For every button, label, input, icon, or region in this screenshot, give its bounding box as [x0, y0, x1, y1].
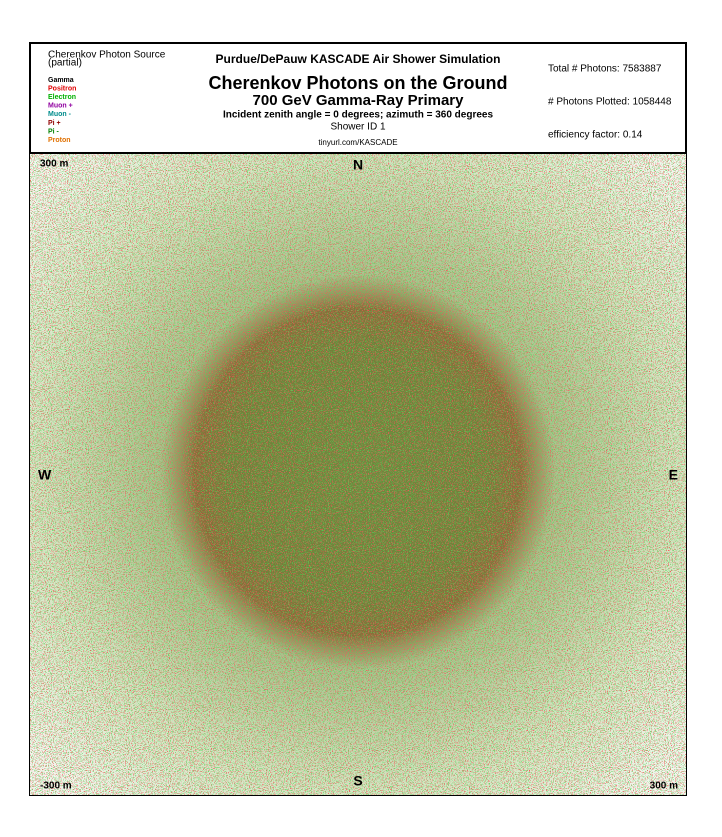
- compass-label: W: [38, 467, 52, 483]
- legend-entry: Proton: [48, 137, 71, 144]
- efficiency: efficiency factor: 0.14: [548, 130, 643, 141]
- legend-title: Cherenkov Photon Source: [48, 50, 166, 61]
- photon-field: [30, 153, 686, 795]
- subtitle: 700 GeV Gamma-Ray Primary: [253, 92, 465, 109]
- url: tinyurl.com/KASCADE: [318, 138, 397, 147]
- legend-entry: Muon +: [48, 103, 73, 110]
- shower-id: Shower ID 1: [330, 122, 385, 133]
- photons-plotted: # Photons Plotted: 1058448: [548, 97, 672, 108]
- title: Cherenkov Photons on the Ground: [208, 73, 507, 93]
- legend-entry: Electron: [48, 94, 76, 101]
- scale-label: -300 m: [40, 781, 72, 792]
- legend-entry: Pi -: [48, 128, 60, 135]
- program: Purdue/DePauw KASCADE Air Shower Simulat…: [216, 52, 501, 66]
- scale-label: 300 m: [40, 159, 68, 170]
- legend-entry: Muon -: [48, 111, 72, 118]
- scale-label: 300 m: [650, 781, 678, 792]
- compass-label: S: [353, 773, 362, 789]
- angles: Incident zenith angle = 0 degrees; azimu…: [223, 110, 494, 121]
- legend-entry: Pi +: [48, 120, 61, 127]
- total-photons: Total # Photons: 7583887: [548, 64, 662, 75]
- legend-entry: Positron: [48, 85, 76, 92]
- legend-subtitle: (partial): [48, 58, 82, 69]
- compass-label: N: [353, 157, 363, 173]
- compass-label: E: [669, 467, 678, 483]
- legend-entry: Gamma: [48, 77, 74, 84]
